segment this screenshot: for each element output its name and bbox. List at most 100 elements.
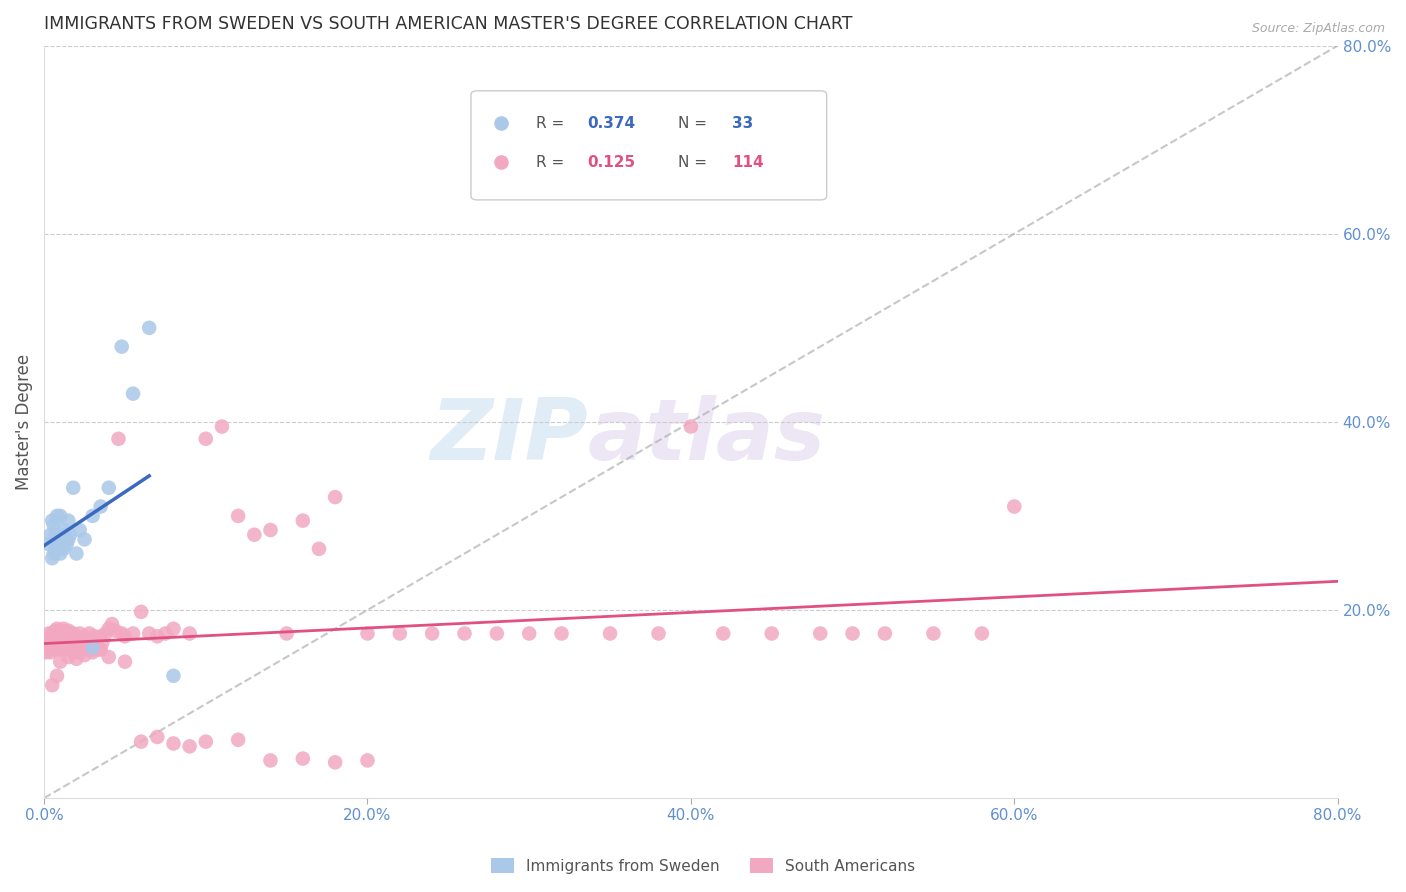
Point — [761, 626, 783, 640]
Point — [82, 645, 104, 659]
Point — [75, 636, 97, 650]
Point — [356, 754, 378, 768]
Point — [69, 645, 91, 659]
Point — [55, 537, 77, 551]
Point — [291, 514, 314, 528]
Text: Source: ZipAtlas.com: Source: ZipAtlas.com — [1251, 22, 1385, 36]
Text: atlas: atlas — [588, 395, 825, 478]
Point — [114, 655, 136, 669]
Point — [46, 669, 69, 683]
Point — [55, 640, 77, 655]
Point — [388, 626, 411, 640]
Point — [35, 645, 58, 659]
Point — [44, 541, 66, 556]
Point — [72, 642, 94, 657]
Point — [69, 626, 91, 640]
Point — [711, 626, 734, 640]
Point — [146, 629, 169, 643]
Point — [41, 640, 63, 655]
Point — [420, 626, 443, 640]
Point — [308, 541, 330, 556]
Point — [46, 622, 69, 636]
Point — [49, 547, 72, 561]
Text: 114: 114 — [733, 155, 763, 169]
Point — [44, 624, 66, 638]
Point — [65, 652, 87, 666]
Point — [55, 625, 77, 640]
Point — [122, 626, 145, 640]
Point — [49, 655, 72, 669]
Point — [49, 624, 72, 638]
Point — [42, 547, 65, 561]
Point — [90, 500, 112, 514]
Point — [59, 527, 82, 541]
Point — [138, 626, 160, 640]
Point — [51, 626, 73, 640]
Point — [87, 642, 110, 657]
Point — [39, 631, 62, 645]
Point — [73, 629, 96, 643]
Point — [44, 639, 66, 653]
Point — [52, 523, 75, 537]
Point — [69, 523, 91, 537]
Point — [80, 639, 103, 653]
Point — [59, 626, 82, 640]
Text: R =: R = — [536, 116, 569, 130]
Point — [58, 533, 80, 547]
Point — [194, 734, 217, 748]
Point — [453, 626, 475, 640]
Point — [41, 626, 63, 640]
Point — [82, 642, 104, 657]
Point — [41, 678, 63, 692]
Point — [82, 508, 104, 523]
Point — [211, 419, 233, 434]
Point — [603, 0, 626, 11]
Point — [97, 650, 120, 665]
Point — [162, 622, 184, 636]
Point — [129, 605, 152, 619]
Point — [146, 730, 169, 744]
Point — [79, 626, 101, 640]
Point — [114, 629, 136, 643]
Point — [194, 432, 217, 446]
Point — [97, 481, 120, 495]
Point — [65, 642, 87, 657]
Point — [243, 527, 266, 541]
Point — [76, 640, 98, 655]
Point — [226, 508, 249, 523]
Point — [517, 626, 540, 640]
Point — [162, 669, 184, 683]
Point — [82, 640, 104, 655]
Point — [39, 645, 62, 659]
Point — [38, 537, 60, 551]
Point — [37, 636, 59, 650]
Point — [38, 626, 60, 640]
Text: N =: N = — [678, 155, 711, 169]
Point — [51, 533, 73, 547]
Point — [58, 514, 80, 528]
Point — [259, 754, 281, 768]
Point — [970, 626, 993, 640]
Point — [138, 321, 160, 335]
Point — [65, 547, 87, 561]
Point — [179, 739, 201, 754]
Point — [58, 650, 80, 665]
Point — [101, 617, 124, 632]
Legend: Immigrants from Sweden, South Americans: Immigrants from Sweden, South Americans — [485, 852, 921, 880]
Point — [550, 626, 572, 640]
Point — [67, 640, 90, 655]
Y-axis label: Master's Degree: Master's Degree — [15, 354, 32, 490]
Text: 0.374: 0.374 — [588, 116, 636, 130]
Point — [276, 626, 298, 640]
Point — [52, 636, 75, 650]
Point — [323, 756, 346, 770]
Point — [46, 537, 69, 551]
Point — [259, 523, 281, 537]
Point — [46, 508, 69, 523]
Point — [104, 624, 127, 638]
Point — [63, 639, 86, 653]
Point — [122, 386, 145, 401]
Point — [52, 541, 75, 556]
Text: ZIP: ZIP — [430, 395, 588, 478]
Point — [841, 626, 863, 640]
